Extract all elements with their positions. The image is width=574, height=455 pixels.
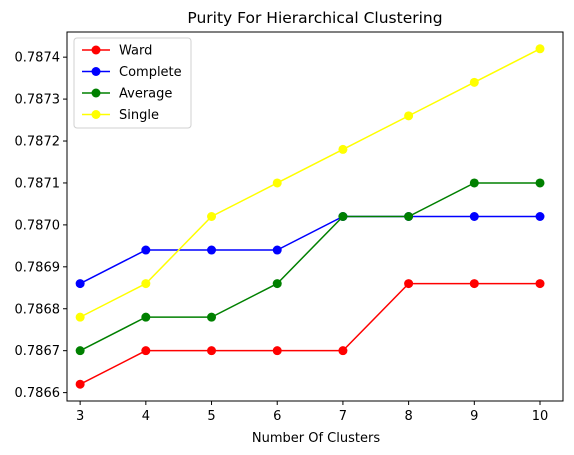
legend-label: Average xyxy=(119,87,172,102)
legend-swatch-marker xyxy=(91,67,101,76)
data-point-ward xyxy=(272,346,282,356)
data-point-single xyxy=(141,279,151,289)
x-tick-label: 3 xyxy=(76,409,84,424)
legend-swatch-marker xyxy=(91,45,101,55)
x-tick-label: 4 xyxy=(142,409,150,424)
series-line-ward xyxy=(79,282,541,385)
x-tick-label: 5 xyxy=(207,409,215,424)
data-point-ward xyxy=(404,279,414,289)
data-point-average xyxy=(207,312,217,322)
x-tick-label: 8 xyxy=(404,409,412,424)
plot-frame xyxy=(66,31,564,402)
legend-swatch-marker xyxy=(91,88,101,98)
legend-box xyxy=(73,37,192,129)
data-point-complete xyxy=(75,279,85,289)
data-point-average xyxy=(469,178,479,188)
y-tick-label: 0.7867 xyxy=(15,344,61,359)
data-point-complete xyxy=(469,212,479,221)
data-point-ward xyxy=(207,346,217,356)
y-tick-label: 0.7868 xyxy=(15,302,61,317)
x-tick-label: 9 xyxy=(470,409,478,424)
data-point-ward xyxy=(535,279,545,289)
data-point-ward xyxy=(75,379,85,389)
x-axis: 3 4 5 6 7 8 9 10 xyxy=(76,401,548,424)
x-tick-label: 10 xyxy=(532,409,549,424)
legend-label: Ward xyxy=(119,44,152,59)
data-point-ward xyxy=(469,279,479,289)
y-tick-label: 0.7866 xyxy=(15,386,61,401)
y-tick-label: 0.7869 xyxy=(15,260,61,275)
data-point-single xyxy=(272,178,282,188)
data-point-single xyxy=(338,144,348,154)
data-point-single xyxy=(75,312,85,322)
data-point-single xyxy=(535,44,545,54)
data-point-average xyxy=(404,212,414,221)
y-tick-label: 0.7874 xyxy=(15,51,61,66)
data-point-ward xyxy=(141,346,151,356)
chart-title: Purity For Hierarchical Clustering xyxy=(187,9,442,27)
data-point-average xyxy=(75,346,85,356)
data-point-complete xyxy=(207,245,217,255)
data-point-average xyxy=(141,312,151,322)
series-line-complete xyxy=(79,215,541,285)
y-tick-label: 0.7872 xyxy=(15,135,61,150)
x-tick-label: 7 xyxy=(339,409,347,424)
legend-label: Single xyxy=(119,108,159,123)
data-point-average xyxy=(338,212,348,221)
series-layer xyxy=(75,44,545,389)
x-tick-label: 6 xyxy=(273,409,281,424)
legend: Ward Complete Average Single xyxy=(73,37,192,129)
data-point-complete xyxy=(141,245,151,255)
series-line-average xyxy=(79,182,541,352)
data-point-complete xyxy=(535,212,545,221)
y-tick-label: 0.7871 xyxy=(15,176,61,191)
data-point-single xyxy=(404,111,414,121)
data-point-single xyxy=(207,212,217,221)
data-point-complete xyxy=(272,245,282,255)
series-line-single xyxy=(79,48,541,318)
legend-swatch-marker xyxy=(91,110,101,119)
data-point-average xyxy=(272,279,282,289)
data-point-single xyxy=(469,77,479,87)
data-point-ward xyxy=(338,346,348,356)
x-axis-label: Number Of Clusters xyxy=(252,431,380,446)
data-point-average xyxy=(535,178,545,188)
legend-label: Complete xyxy=(119,65,182,80)
y-tick-label: 0.7870 xyxy=(15,218,61,233)
y-axis: 0.7866 0.7867 0.7868 0.7869 0.7870 0.7871 0.78… xyxy=(15,51,67,401)
y-tick-label: 0.7873 xyxy=(15,93,61,108)
